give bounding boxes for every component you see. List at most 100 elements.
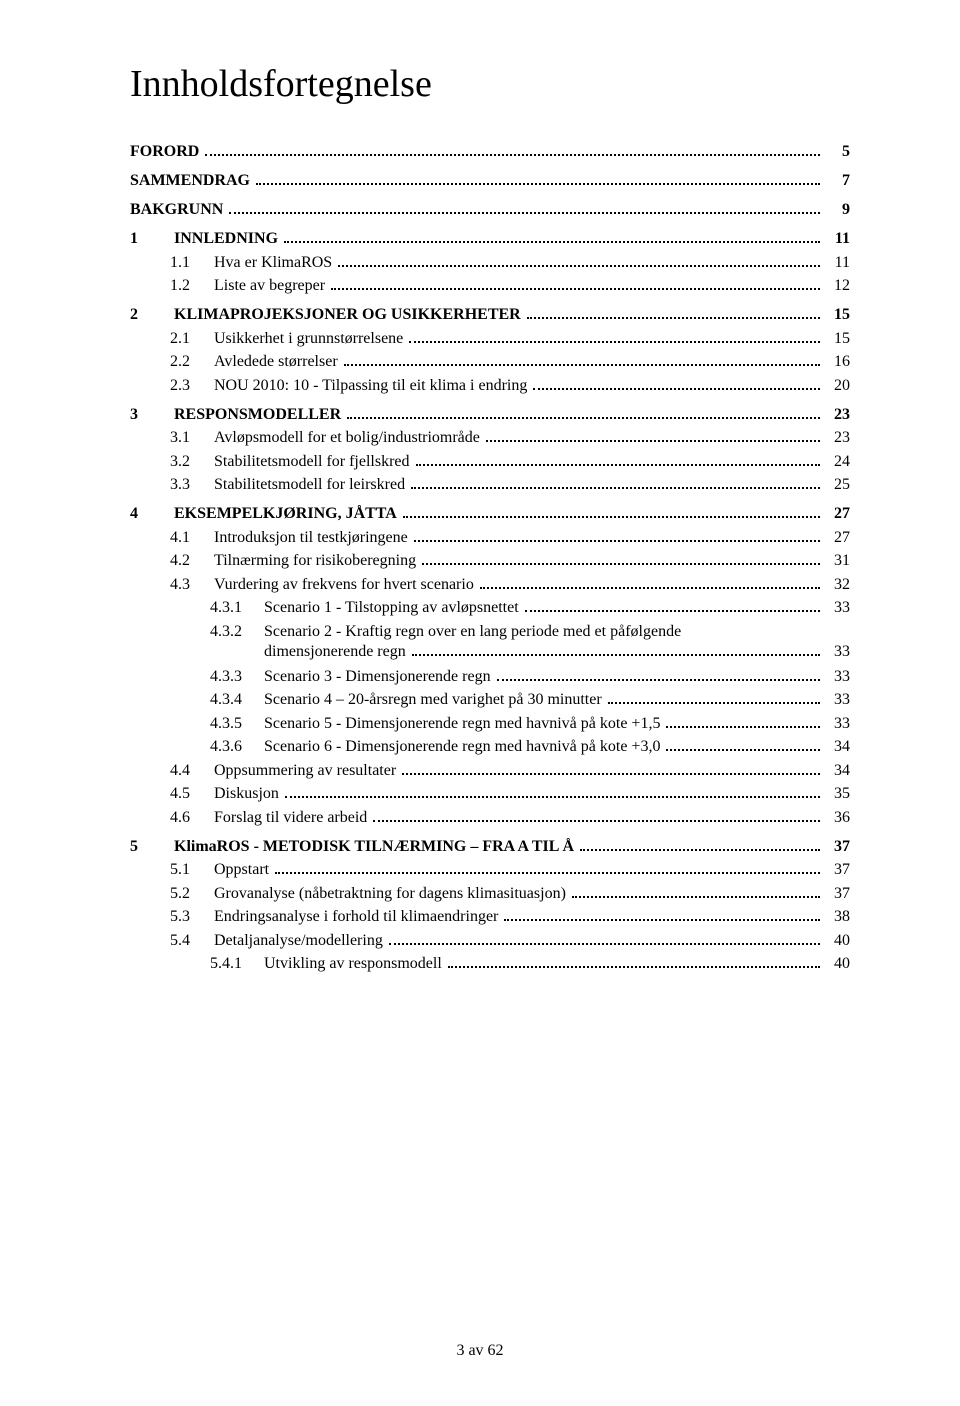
toc-number: 2.3 [170, 378, 214, 394]
toc-number: 3.1 [170, 430, 214, 446]
toc-page-number: 36 [826, 810, 850, 826]
toc-entry: 4.6Forslag til videre arbeid36 [170, 810, 850, 826]
toc-page-number: 9 [826, 202, 850, 218]
toc-number: 5.2 [170, 886, 214, 902]
toc-number: 4.3.2 [210, 624, 264, 640]
toc-label: Scenario 6 - Dimensjonerende regn med ha… [264, 739, 660, 755]
toc-leader-dots [666, 749, 820, 751]
toc-page-number: 31 [826, 553, 850, 569]
toc-page-number: 33 [826, 716, 850, 732]
toc-number: 5.4.1 [210, 956, 264, 972]
toc-entry: 4.5Diskusjon35 [170, 786, 850, 802]
toc-entry: 4.3.4Scenario 4 – 20-årsregn med varighe… [210, 692, 850, 708]
toc-leader-dots [580, 849, 820, 851]
toc-leader-dots [389, 943, 820, 945]
toc-page-number: 33 [826, 600, 850, 616]
toc-label: NOU 2010: 10 - Tilpassing til eit klima … [214, 378, 527, 394]
toc-leader-dots [331, 288, 820, 290]
toc-number: 3.2 [170, 454, 214, 470]
toc-entry: 5.1Oppstart37 [170, 862, 850, 878]
toc-entry-continuation: dimensjonerende regn33 [264, 643, 850, 661]
toc-leader-dots [416, 464, 820, 466]
toc-leader-dots [525, 610, 820, 612]
toc-number: 4.4 [170, 763, 214, 779]
toc-leader-dots [256, 183, 820, 185]
toc-page-number: 5 [826, 144, 850, 160]
toc-number: 4.3.1 [210, 600, 264, 616]
toc-number: 5.3 [170, 909, 214, 925]
toc-label: Diskusjon [214, 786, 279, 802]
toc-leader-dots [486, 440, 820, 442]
toc-label: Hva er KlimaROS [214, 255, 332, 271]
toc-number: 3 [130, 407, 174, 423]
toc-page-number: 25 [826, 477, 850, 493]
toc-entry: 5.2Grovanalyse (nåbetraktning for dagens… [170, 886, 850, 902]
toc-page-number: 11 [826, 231, 850, 247]
page-footer: 3 av 62 [0, 1342, 960, 1360]
toc-entry: 4.3.1Scenario 1 - Tilstopping av avløpsn… [210, 600, 850, 616]
toc-number: 4.3.3 [210, 669, 264, 685]
toc-entry: 3.2Stabilitetsmodell for fjellskred24 [170, 454, 850, 470]
toc-number: 4.6 [170, 810, 214, 826]
toc-page-number: 33 [826, 643, 850, 661]
toc-number: 4.2 [170, 553, 214, 569]
toc-leader-dots [229, 212, 820, 214]
toc-leader-dots [666, 726, 820, 728]
toc-entry: 2.2Avledede størrelser16 [170, 354, 850, 370]
toc-entry: 4.3.6Scenario 6 - Dimensjonerende regn m… [210, 739, 850, 755]
toc-label: RESPONSMODELLER [174, 407, 341, 423]
toc-leader-dots [422, 563, 820, 565]
toc-number: 3.3 [170, 477, 214, 493]
toc-leader-dots [497, 679, 820, 681]
toc-label: Scenario 4 – 20-årsregn med varighet på … [264, 692, 602, 708]
toc-leader-dots [403, 516, 820, 518]
toc-leader-dots [409, 341, 820, 343]
toc-entry: 5.4.1Utvikling av responsmodell40 [210, 956, 850, 972]
toc-entry: 1INNLEDNING11 [130, 231, 850, 247]
toc-page-number: 24 [826, 454, 850, 470]
toc-page-number: 23 [826, 430, 850, 446]
toc-label: Introduksjon til testkjøringene [214, 530, 408, 546]
toc-leader-dots [285, 796, 820, 798]
toc-entry: 4.3.5Scenario 5 - Dimensjonerende regn m… [210, 716, 850, 732]
toc-entry: FORORD5 [130, 144, 850, 160]
toc-page-number: 11 [826, 255, 850, 271]
toc-label: SAMMENDRAG [130, 173, 250, 189]
toc-number: 2.2 [170, 354, 214, 370]
toc-page-number: 34 [826, 739, 850, 755]
toc-page-number: 7 [826, 173, 850, 189]
toc-number: 4 [130, 506, 174, 522]
toc-entry: 4.2Tilnærming for risikoberegning31 [170, 553, 850, 569]
toc-entry: 3.1Avløpsmodell for et bolig/industriomr… [170, 430, 850, 446]
toc-leader-dots [373, 820, 820, 822]
toc-leader-dots [608, 702, 820, 704]
toc-leader-dots [275, 872, 820, 874]
toc-page-number: 34 [826, 763, 850, 779]
toc-label: Scenario 5 - Dimensjonerende regn med ha… [264, 716, 660, 732]
toc-entry: 3RESPONSMODELLER23 [130, 407, 850, 423]
toc-label: Usikkerhet i grunnstørrelsene [214, 331, 403, 347]
toc-page-number: 37 [826, 839, 850, 855]
toc-leader-dots [572, 896, 820, 898]
toc-number: 5.1 [170, 862, 214, 878]
toc-entry: 3.3Stabilitetsmodell for leirskred25 [170, 477, 850, 493]
toc-label: Utvikling av responsmodell [264, 956, 442, 972]
toc-entry: 1.2Liste av begreper12 [170, 278, 850, 294]
toc-entry: 2KLIMAPROJEKSJONER OG USIKKERHETER15 [130, 307, 850, 323]
page-title: Innholdsfortegnelse [130, 62, 850, 106]
toc-leader-dots [205, 154, 820, 156]
toc-label: KLIMAPROJEKSJONER OG USIKKERHETER [174, 307, 521, 323]
toc-leader-dots [480, 587, 820, 589]
toc-page-number: 33 [826, 669, 850, 685]
toc-number: 1.1 [170, 255, 214, 271]
toc-leader-dots [347, 417, 820, 419]
toc-label: Scenario 3 - Dimensjonerende regn [264, 669, 491, 685]
toc-entry: BAKGRUNN9 [130, 202, 850, 218]
toc-entry: 5KlimaROS - METODISK TILNÆRMING – FRA A … [130, 839, 850, 855]
toc-page-number: 27 [826, 506, 850, 522]
toc-label: Scenario 1 - Tilstopping av avløpsnettet [264, 600, 519, 616]
toc-entry: 4.3.2Scenario 2 - Kraftig regn over en l… [210, 624, 850, 640]
toc-page-number: 37 [826, 862, 850, 878]
toc-leader-dots [414, 540, 820, 542]
toc-number: 4.3.4 [210, 692, 264, 708]
